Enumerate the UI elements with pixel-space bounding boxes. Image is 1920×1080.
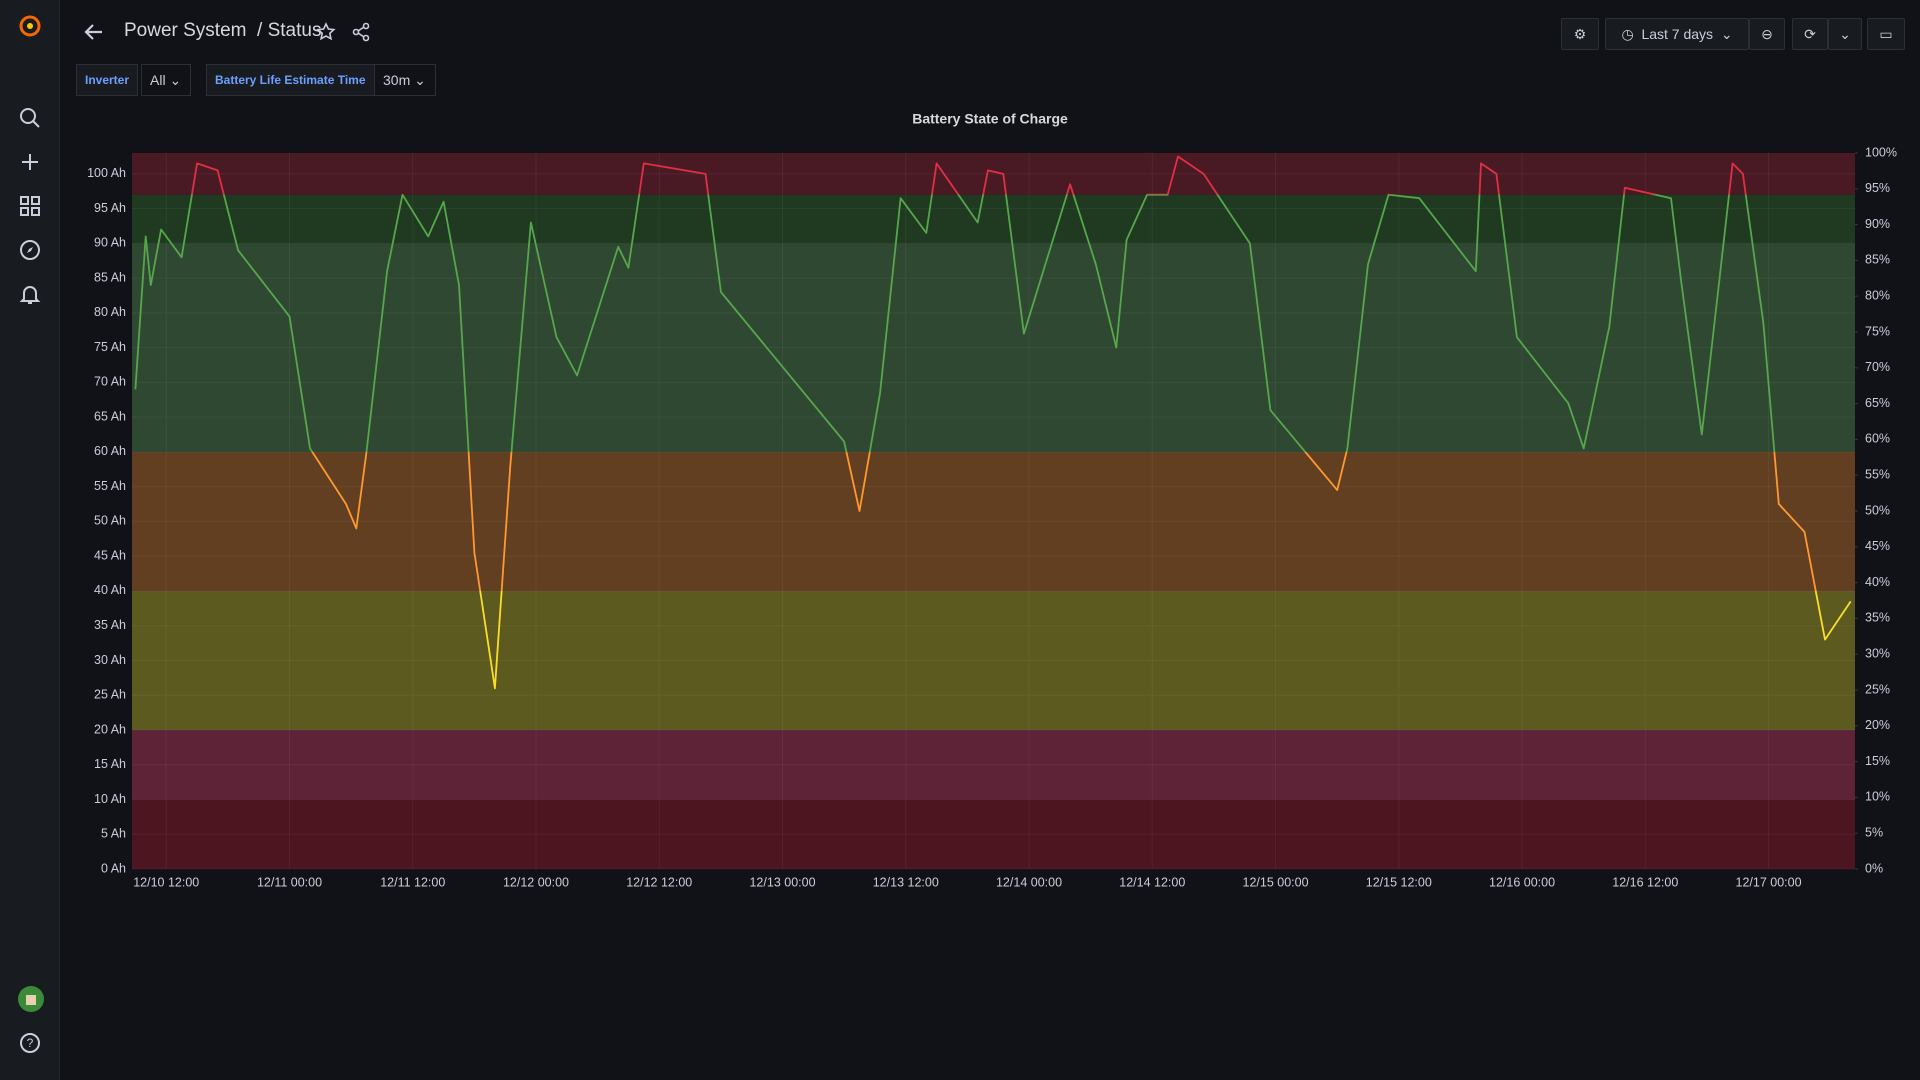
help-icon[interactable]: ? bbox=[18, 1031, 42, 1055]
x-tick-label: 12/14 12:00 bbox=[1119, 875, 1185, 889]
y2-tick-label: 70% bbox=[1865, 360, 1890, 374]
y2-tick-label: 45% bbox=[1865, 539, 1890, 553]
y-tick-label: 40 Ah bbox=[94, 583, 126, 597]
x-tick-label: 12/16 00:00 bbox=[1489, 875, 1555, 889]
tv-mode-button[interactable]: ▭ bbox=[1867, 18, 1905, 50]
threshold-band bbox=[132, 194, 1855, 244]
y-tick-label: 65 Ah bbox=[94, 409, 126, 423]
x-tick-label: 12/14 00:00 bbox=[996, 875, 1062, 889]
y-tick-label: 75 Ah bbox=[94, 340, 126, 354]
y-tick-label: 20 Ah bbox=[94, 722, 126, 736]
variable-label: Inverter bbox=[76, 64, 139, 96]
y2-tick-label: 5% bbox=[1865, 825, 1883, 839]
y2-tick-label: 10% bbox=[1865, 790, 1890, 804]
y2-tick-label: 40% bbox=[1865, 575, 1890, 589]
sidebar: ? bbox=[0, 0, 60, 1080]
zoom-out-button[interactable]: ⊖ bbox=[1749, 18, 1785, 50]
x-tick-label: 12/15 12:00 bbox=[1366, 875, 1432, 889]
dashboard-title[interactable]: Power System / Status bbox=[124, 20, 321, 42]
logo[interactable] bbox=[18, 12, 42, 38]
series-line bbox=[134, 155, 1852, 690]
y-tick-label: 85 Ah bbox=[94, 270, 126, 284]
y-tick-label: 10 Ah bbox=[94, 792, 126, 806]
y-tick-label: 95 Ah bbox=[94, 201, 126, 215]
variable-value: All bbox=[150, 72, 166, 88]
y-tick-label: 90 Ah bbox=[94, 236, 126, 250]
y2-tick-label: 80% bbox=[1865, 288, 1890, 302]
y-tick-label: 70 Ah bbox=[94, 375, 126, 389]
back-button[interactable] bbox=[82, 20, 106, 44]
y2-tick-label: 95% bbox=[1865, 181, 1890, 195]
y2-tick-label: 30% bbox=[1865, 646, 1890, 660]
dashboards-icon[interactable] bbox=[18, 194, 42, 218]
threshold-band bbox=[132, 729, 1855, 800]
x-tick-label: 12/13 12:00 bbox=[873, 875, 939, 889]
settings-button[interactable]: ⚙ bbox=[1561, 18, 1599, 50]
search-icon[interactable] bbox=[18, 106, 42, 130]
y2-tick-label: 60% bbox=[1865, 432, 1890, 446]
user-avatar[interactable] bbox=[18, 986, 44, 1012]
y-tick-label: 15 Ah bbox=[94, 757, 126, 771]
y-tick-label: 5 Ah bbox=[101, 827, 126, 841]
y2-tick-label: 25% bbox=[1865, 682, 1890, 696]
time-picker[interactable]: ◷ Last 7 days ⌄ bbox=[1605, 18, 1749, 50]
variable-label: Battery Life Estimate Time bbox=[206, 64, 375, 96]
threshold-band bbox=[132, 590, 1855, 730]
y2-tick-label: 75% bbox=[1865, 324, 1890, 338]
y2-tick-label: 65% bbox=[1865, 396, 1890, 410]
x-tick-label: 12/15 00:00 bbox=[1243, 875, 1309, 889]
y-tick-label: 50 Ah bbox=[94, 514, 126, 528]
y2-tick-label: 20% bbox=[1865, 718, 1890, 732]
y-tick-label: 45 Ah bbox=[94, 548, 126, 562]
y-tick-label: 55 Ah bbox=[94, 479, 126, 493]
variable-select[interactable]: All ⌄ bbox=[141, 64, 191, 96]
threshold-band bbox=[132, 451, 1855, 591]
x-tick-label: 12/12 00:00 bbox=[503, 875, 569, 889]
explore-icon[interactable] bbox=[18, 238, 42, 262]
folder-name[interactable]: Power System bbox=[124, 20, 247, 41]
svg-text:?: ? bbox=[27, 1036, 34, 1050]
y2-tick-label: 35% bbox=[1865, 611, 1890, 625]
alerting-icon[interactable] bbox=[18, 282, 42, 306]
y2-tick-label: 50% bbox=[1865, 503, 1890, 517]
y2-tick-label: 55% bbox=[1865, 467, 1890, 481]
y2-tick-label: 90% bbox=[1865, 217, 1890, 231]
refresh-interval[interactable]: ⌄ bbox=[1828, 18, 1862, 50]
chart: Battery State of Charge 0 Ah 5 Ah 10 Ah 15 … bbox=[87, 111, 1897, 890]
x-tick-label: 12/10 12:00 bbox=[133, 875, 199, 889]
threshold-band bbox=[132, 153, 1855, 195]
y-tick-label: 60 Ah bbox=[94, 444, 126, 458]
dashboard-name[interactable]: / Status bbox=[257, 20, 322, 41]
y-tick-label: 30 Ah bbox=[94, 653, 126, 667]
y2-tick-label: 100% bbox=[1865, 145, 1897, 159]
x-tick-label: 12/13 00:00 bbox=[749, 875, 815, 889]
x-tick-label: 12/11 12:00 bbox=[380, 875, 445, 889]
time-range: Last 7 days bbox=[1641, 26, 1714, 42]
y-tick-label: 35 Ah bbox=[94, 618, 126, 632]
variable-value: 30m bbox=[383, 72, 411, 88]
x-tick-label: 12/17 00:00 bbox=[1736, 875, 1802, 889]
y-tick-label: 80 Ah bbox=[94, 305, 126, 319]
y2-tick-label: 0% bbox=[1865, 861, 1883, 875]
y-tick-label: 25 Ah bbox=[94, 688, 126, 702]
threshold-band bbox=[132, 243, 1855, 452]
refresh-button[interactable]: ⟳ bbox=[1792, 18, 1828, 50]
chart-title: Battery State of Charge bbox=[912, 111, 1068, 127]
star-button[interactable] bbox=[316, 22, 336, 42]
x-tick-label: 12/16 12:00 bbox=[1612, 875, 1678, 889]
threshold-band bbox=[132, 799, 1855, 869]
create-icon[interactable] bbox=[18, 150, 42, 174]
y-tick-label: 100 Ah bbox=[87, 166, 126, 180]
variable-select[interactable]: 30m ⌄ bbox=[374, 64, 436, 96]
y-tick-label: 0 Ah bbox=[101, 861, 126, 875]
x-tick-label: 12/12 12:00 bbox=[626, 875, 692, 889]
y2-tick-label: 15% bbox=[1865, 754, 1890, 768]
share-button[interactable] bbox=[351, 22, 371, 42]
y2-tick-label: 85% bbox=[1865, 253, 1890, 267]
x-tick-label: 12/11 00:00 bbox=[257, 875, 322, 889]
